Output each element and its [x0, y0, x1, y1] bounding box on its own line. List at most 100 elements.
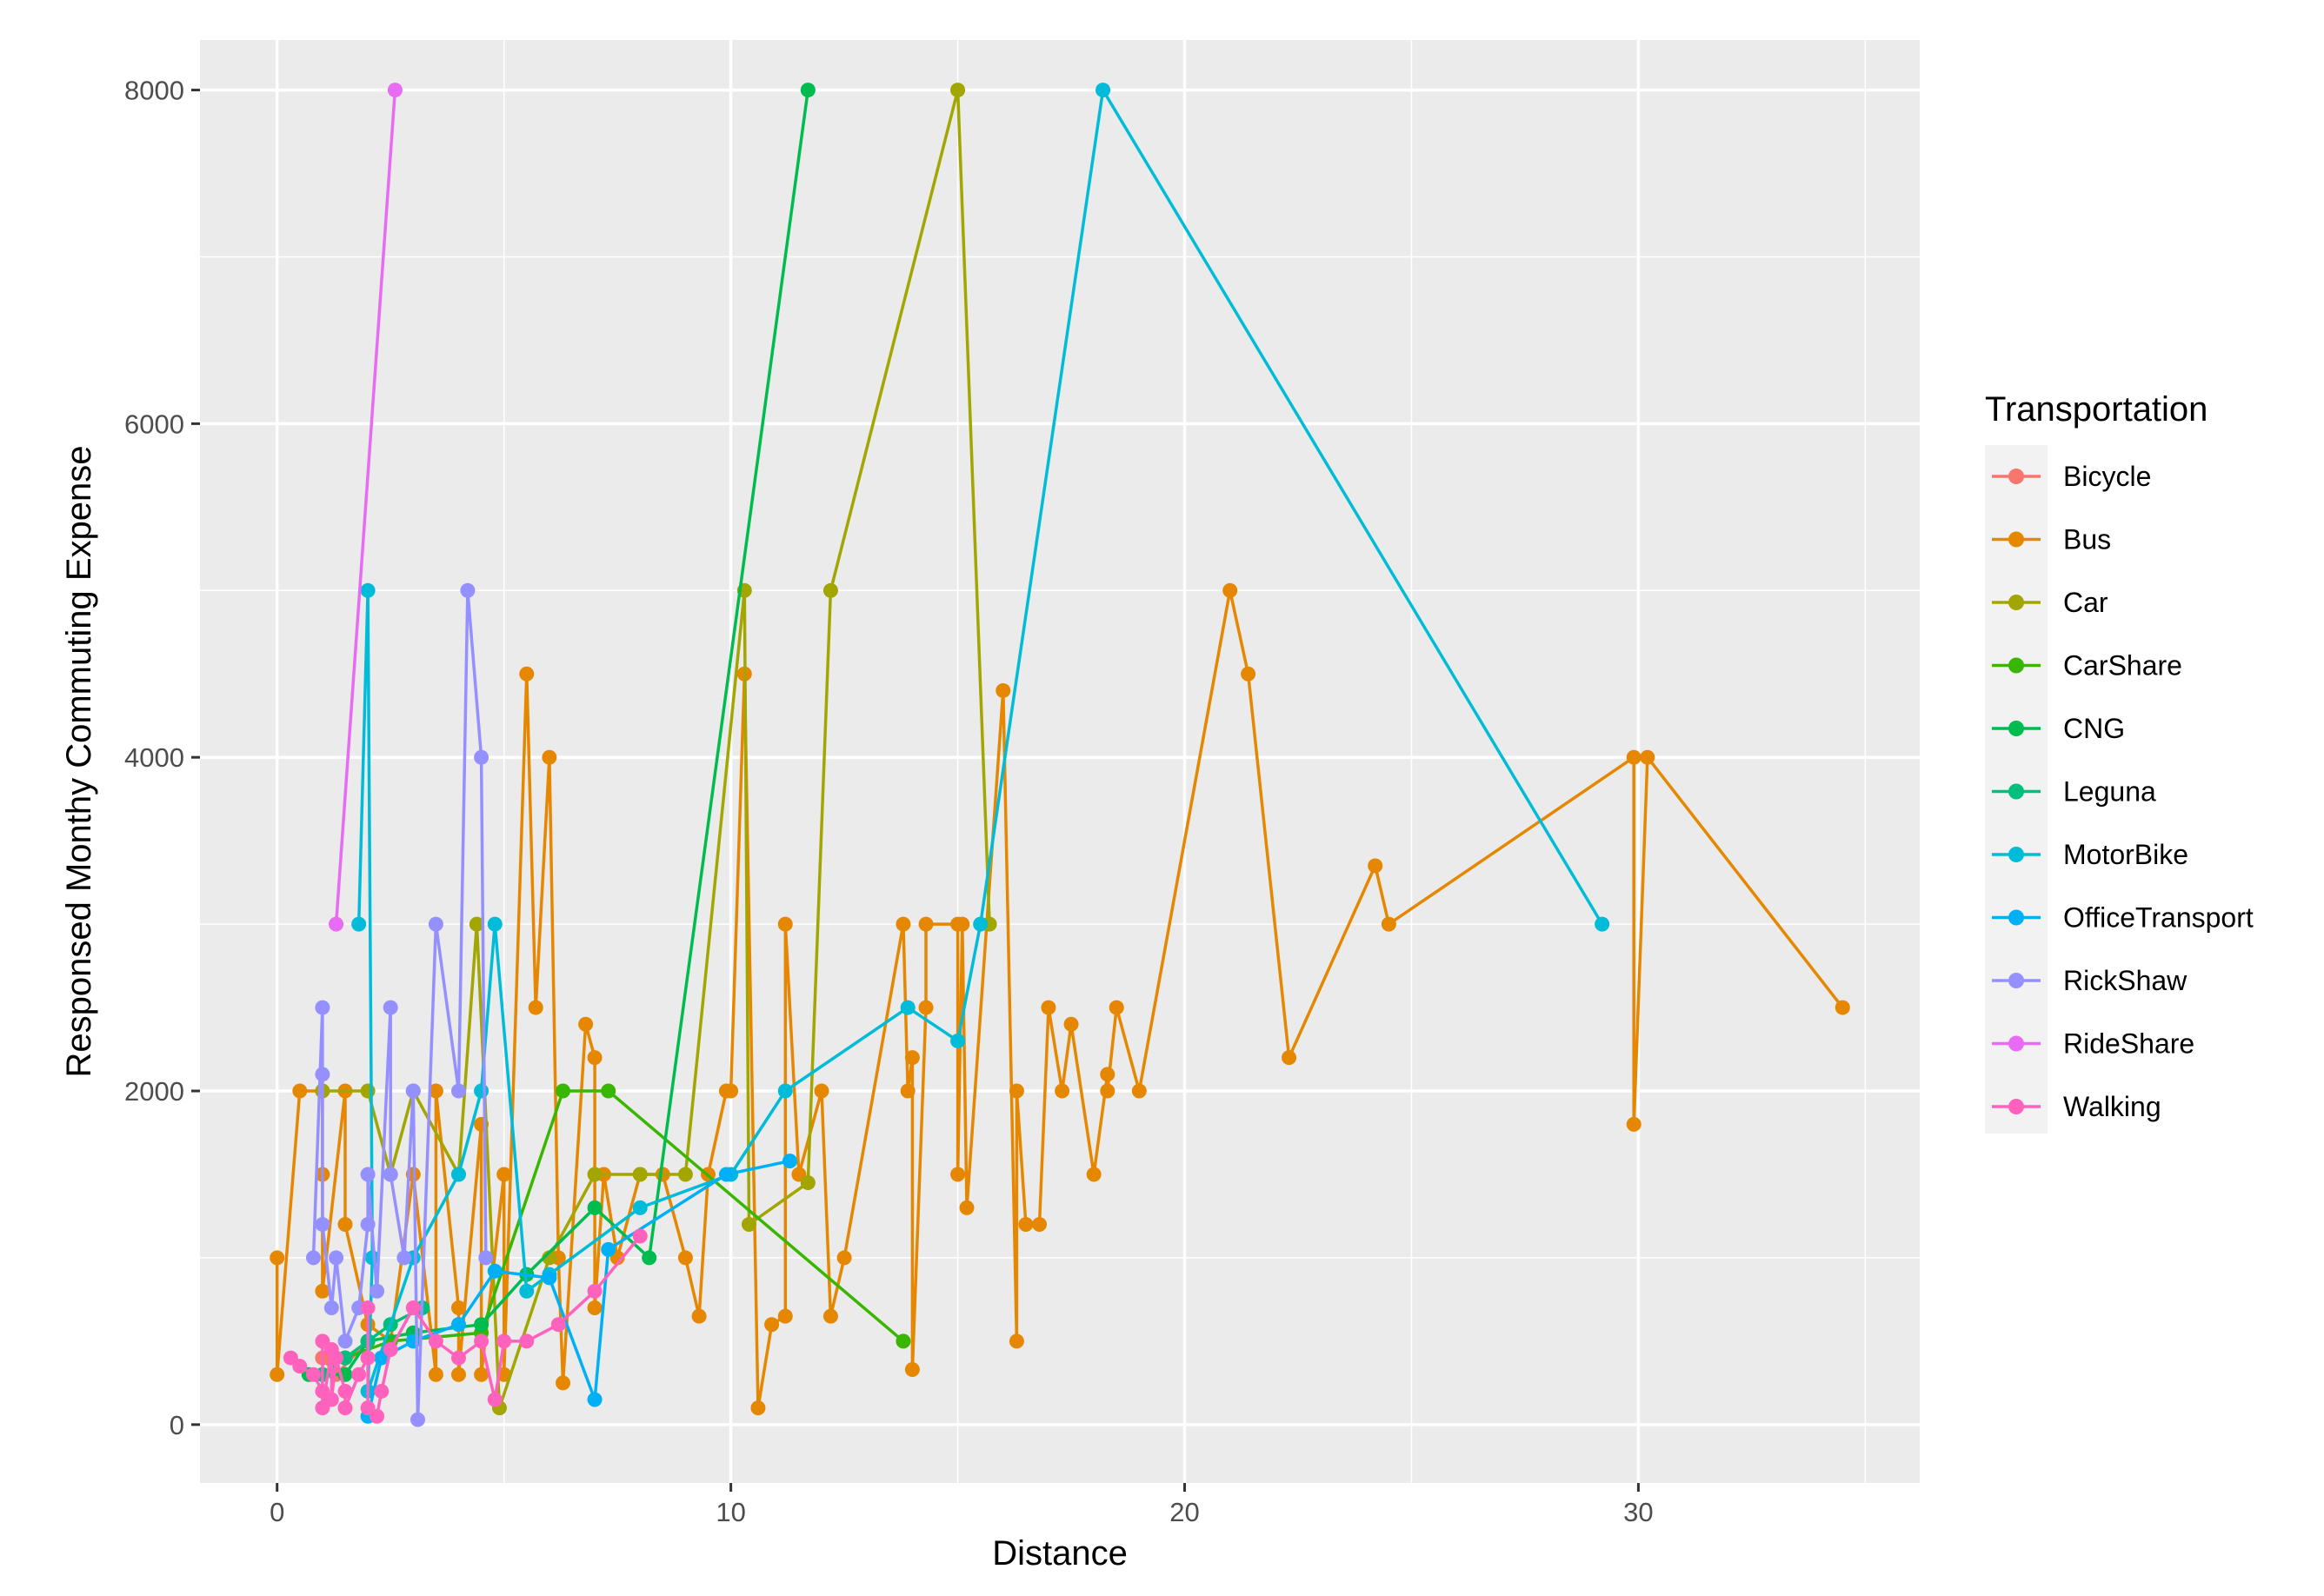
data-point	[587, 1300, 603, 1315]
data-point	[822, 1308, 838, 1324]
data-point	[383, 1000, 398, 1015]
data-point	[677, 1250, 693, 1266]
data-point	[896, 1333, 911, 1349]
data-point	[370, 1408, 385, 1424]
data-point	[1109, 1000, 1124, 1015]
legend-label: OfficeTransport	[2063, 902, 2254, 934]
data-point	[337, 1333, 353, 1349]
data-point	[329, 1250, 344, 1266]
data-point	[918, 1000, 934, 1015]
data-point	[337, 1400, 353, 1416]
data-point	[351, 1367, 367, 1382]
series-bus	[270, 582, 1850, 1416]
data-point	[474, 1317, 489, 1333]
series-walking	[283, 1228, 648, 1424]
data-point	[1018, 1217, 1034, 1233]
legend-item-rickshaw: RickShaw	[1992, 965, 2187, 996]
data-point	[973, 916, 989, 932]
data-point	[1595, 916, 1610, 932]
y-tick-label: 4000	[124, 742, 184, 773]
data-point	[360, 1300, 376, 1315]
data-point	[487, 1392, 503, 1407]
legend-key-point	[2008, 847, 2024, 862]
data-point	[904, 1050, 920, 1066]
data-point	[777, 916, 793, 932]
data-point	[370, 1283, 385, 1299]
data-point	[337, 1383, 353, 1399]
data-point	[329, 1350, 344, 1366]
data-point	[718, 1167, 734, 1182]
x-tick-label: 30	[1623, 1497, 1653, 1527]
legend-key-point	[2008, 1035, 2024, 1052]
data-point	[460, 582, 476, 598]
data-point	[777, 1083, 793, 1099]
legend-label: Walking	[2063, 1091, 2161, 1122]
data-point	[836, 1250, 852, 1266]
data-point	[496, 1333, 512, 1349]
x-axis: 0 10 20 30	[270, 1483, 1654, 1527]
data-point	[601, 1241, 616, 1257]
data-point	[750, 1400, 766, 1416]
data-point	[360, 582, 376, 598]
data-point	[1640, 749, 1655, 765]
series-rideshare	[329, 83, 403, 932]
data-point	[556, 1083, 571, 1099]
data-point	[450, 1083, 466, 1099]
data-point	[487, 1263, 503, 1279]
legend-key-point	[2008, 973, 2024, 988]
data-point	[360, 1350, 376, 1366]
data-point	[519, 666, 535, 682]
data-point	[315, 1283, 330, 1299]
legend-title: Transportation	[1985, 390, 2207, 429]
data-point	[800, 1175, 816, 1191]
legend-item-rideshare: RideShare	[1992, 1028, 2194, 1060]
data-point	[405, 1083, 421, 1099]
legend-item-bus: Bus	[1992, 524, 2111, 555]
data-point	[955, 916, 970, 932]
data-point	[450, 1167, 466, 1182]
data-point	[360, 1167, 376, 1182]
data-point	[918, 916, 934, 932]
y-axis-title: Responsed Monthy Commuting Expense	[60, 445, 98, 1077]
legend-label: RickShaw	[2063, 965, 2187, 996]
data-point	[292, 1083, 308, 1099]
legend-label: RideShare	[2063, 1028, 2194, 1060]
legend-item-officetransport: OfficeTransport	[1992, 902, 2254, 934]
data-point	[487, 916, 503, 932]
data-point	[632, 1200, 648, 1215]
legend-item-walking: Walking	[1992, 1091, 2161, 1122]
data-point	[450, 1317, 466, 1333]
y-axis: 0 2000 4000 6000 8000	[124, 76, 200, 1440]
data-point	[329, 916, 344, 932]
data-point	[387, 83, 403, 98]
data-point	[578, 1016, 594, 1032]
x-tick-label: 10	[716, 1497, 745, 1527]
legend: Transportation Bicycle Bus Car CarShare CNG L…	[1985, 390, 2254, 1134]
data-point	[1063, 1016, 1079, 1032]
data-point	[405, 1300, 421, 1315]
data-point	[691, 1308, 707, 1324]
y-tick-label: 6000	[124, 409, 184, 439]
data-point	[478, 1250, 494, 1266]
data-point	[270, 1367, 285, 1382]
data-point	[601, 1083, 616, 1099]
data-point	[587, 1283, 603, 1299]
data-point	[1368, 858, 1383, 874]
data-point	[396, 1250, 412, 1266]
legend-items: Bicycle Bus Car CarShare CNG Leguna MotorBike O…	[1992, 461, 2254, 1122]
data-point	[542, 1270, 557, 1286]
data-point	[360, 1217, 376, 1233]
data-point	[777, 1308, 793, 1324]
data-point	[1626, 1116, 1641, 1132]
x-tick-label: 20	[1169, 1497, 1199, 1527]
legend-item-bicycle: Bicycle	[1992, 461, 2151, 492]
data-point	[542, 749, 557, 765]
data-point	[1100, 1083, 1115, 1099]
data-point	[323, 1392, 339, 1407]
data-point	[315, 1217, 330, 1233]
data-point	[950, 1167, 966, 1182]
data-point	[474, 1083, 489, 1099]
data-point	[723, 1083, 739, 1099]
data-point	[1055, 1083, 1070, 1099]
